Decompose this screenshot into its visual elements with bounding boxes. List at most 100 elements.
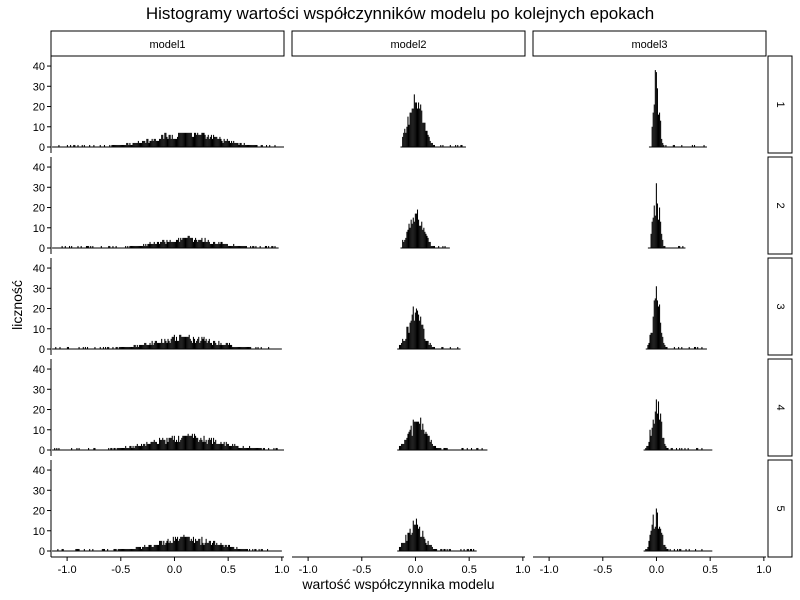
histogram-bar — [70, 144, 72, 147]
histogram-bar — [255, 245, 257, 248]
histogram-bar — [673, 144, 675, 147]
histogram-bar — [204, 237, 206, 248]
histogram-bar — [177, 239, 179, 248]
histogram-bar — [432, 548, 434, 551]
histogram-bar — [476, 447, 478, 450]
histogram-bar — [81, 144, 83, 147]
histogram-bar — [57, 548, 59, 551]
histogram-bar — [444, 548, 446, 551]
histogram-bar — [221, 344, 223, 349]
histogram-bar — [101, 548, 103, 551]
histogram-bar — [174, 340, 176, 349]
histogram-bar — [213, 437, 215, 450]
histogram-bar — [123, 144, 125, 147]
histogram-bar — [260, 548, 262, 551]
histogram-bar — [147, 243, 149, 248]
histogram-bar — [241, 144, 243, 147]
histogram-bar — [126, 447, 128, 450]
histogram-bar — [255, 447, 257, 450]
histogram-bar — [413, 221, 415, 248]
histogram-bar — [188, 435, 190, 450]
histogram-bar — [258, 447, 260, 450]
histogram-bar — [145, 243, 147, 248]
histogram-bar — [427, 435, 429, 450]
histogram-bar — [152, 344, 154, 349]
histogram-bar — [180, 439, 182, 450]
histogram-bar — [134, 445, 136, 450]
histogram-bar — [231, 140, 233, 147]
histogram-bar — [421, 110, 423, 147]
histogram-bar — [207, 340, 209, 349]
histogram-bar — [160, 241, 162, 248]
histogram-bar — [418, 102, 420, 147]
y-tick-label: 0 — [39, 243, 45, 255]
histogram-bar — [146, 546, 148, 551]
histogram-bar — [71, 447, 73, 450]
histogram-bar — [169, 540, 171, 551]
histogram-bar — [235, 346, 237, 349]
histogram-bar — [402, 443, 404, 450]
histogram-bar — [208, 540, 210, 551]
histogram-bar — [204, 134, 206, 147]
histogram-bar — [261, 144, 263, 147]
histogram-bar — [660, 120, 662, 147]
histogram-bar — [457, 346, 459, 349]
histogram-bar — [131, 447, 133, 450]
histogram-bar — [203, 336, 205, 349]
histogram-bar — [178, 540, 180, 551]
histogram-bar — [669, 548, 671, 551]
histogram-bar — [252, 245, 254, 248]
histogram-bar — [416, 108, 419, 147]
histogram-bar — [141, 443, 143, 450]
histogram-bar — [647, 546, 649, 551]
histogram-bar — [148, 443, 150, 450]
histogram-bar — [653, 205, 655, 248]
histogram-bar — [152, 546, 154, 551]
histogram-bar — [177, 441, 179, 450]
histogram-bar — [61, 548, 63, 551]
histogram-bar — [147, 546, 149, 551]
histogram-bar — [219, 443, 221, 450]
histogram-bar — [662, 336, 664, 349]
histogram-bar — [137, 140, 139, 147]
histogram-bar — [413, 421, 415, 450]
histogram-bar — [167, 538, 169, 551]
histogram-bar — [192, 136, 194, 147]
histogram-bar — [647, 445, 649, 450]
histogram-bar — [205, 439, 207, 450]
histogram-bar — [430, 344, 432, 349]
histogram-bar — [149, 342, 151, 349]
histogram-bar — [193, 239, 196, 248]
histogram-bar — [222, 142, 224, 147]
histogram-bar — [253, 245, 255, 248]
histogram-bar — [403, 340, 405, 349]
histogram-bar — [174, 138, 176, 147]
histogram-bar — [165, 340, 167, 349]
histogram-bar — [654, 526, 656, 551]
histogram-bar — [163, 540, 165, 551]
histogram-bar — [404, 439, 406, 450]
histogram-bar — [432, 144, 434, 147]
histogram-bar — [206, 443, 208, 450]
histogram-bar — [228, 342, 230, 349]
histogram-bar — [208, 338, 210, 349]
x-tick-label: 0.5 — [462, 564, 477, 576]
histogram-bar — [222, 544, 224, 551]
histogram-bar — [214, 340, 216, 349]
histogram-bar — [238, 548, 240, 551]
histogram-bar — [262, 447, 264, 450]
histogram-bar — [173, 241, 175, 248]
histogram-bar — [180, 132, 182, 147]
histogram-bar — [425, 340, 427, 349]
histogram-bar — [178, 237, 180, 248]
histogram-bar — [85, 245, 88, 248]
histogram-bar — [127, 346, 129, 349]
histogram-bar — [131, 245, 133, 248]
histogram-bar — [136, 443, 138, 450]
histogram-bar — [180, 334, 182, 349]
histogram-bar — [154, 544, 156, 551]
histogram-bar — [412, 419, 414, 450]
histogram-bar — [449, 144, 451, 147]
histogram-bar — [234, 245, 236, 248]
histogram-bar — [274, 245, 276, 248]
